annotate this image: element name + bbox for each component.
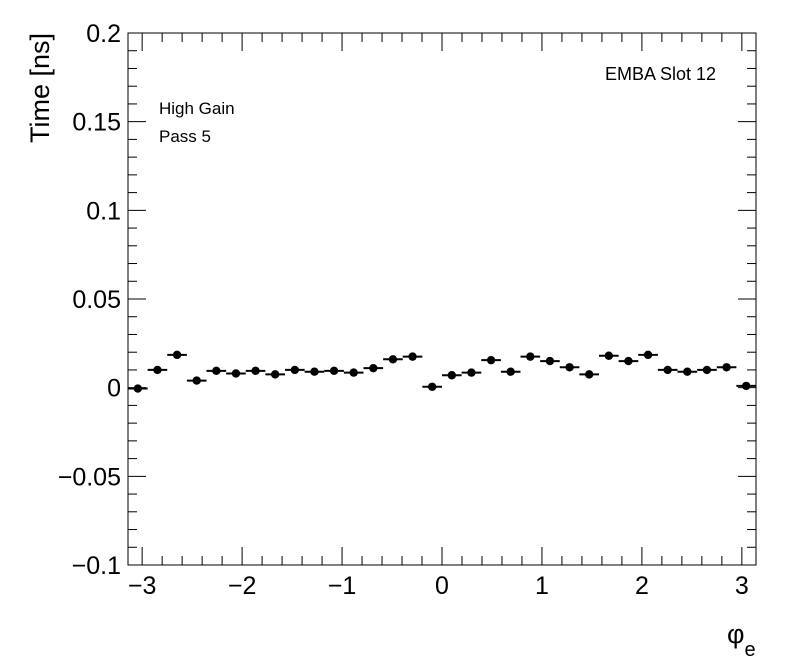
y-tick-label: 0.05	[72, 286, 121, 314]
data-point	[383, 355, 403, 364]
data-point	[618, 356, 639, 366]
data-point	[716, 363, 737, 372]
data-point-marker	[388, 355, 398, 364]
data-point-marker	[270, 370, 280, 379]
data-point-marker	[192, 376, 201, 385]
data-point-marker	[369, 363, 378, 373]
data-point-marker	[683, 367, 692, 376]
data-point-marker	[290, 365, 300, 375]
y-tick-label: −0.05	[58, 463, 121, 491]
data-point-marker	[310, 367, 319, 376]
x-tick-label: −1	[328, 572, 357, 600]
data-point-marker	[526, 352, 535, 361]
data-point	[500, 367, 521, 376]
data-point-marker	[467, 368, 476, 377]
data-point	[657, 365, 678, 375]
data-point-marker	[722, 363, 731, 372]
data-point-marker	[643, 350, 653, 360]
data-point-marker	[153, 365, 162, 375]
data-point-marker	[663, 365, 672, 375]
data-point	[540, 356, 560, 366]
data-point	[128, 384, 148, 393]
x-tick-label: 1	[535, 572, 549, 600]
data-point-marker	[447, 371, 457, 380]
data-point	[736, 381, 756, 391]
gain-annotation: High Gain	[159, 99, 235, 118]
data-point	[402, 352, 423, 361]
data-point	[520, 352, 541, 361]
data-point-marker	[565, 363, 574, 372]
data-point	[677, 367, 698, 376]
data-point-marker	[604, 351, 614, 360]
data-point	[559, 363, 580, 372]
x-axis-title: φe	[727, 619, 756, 661]
slot-annotation: EMBA Slot 12	[605, 64, 716, 84]
data-point	[579, 370, 599, 379]
data-point	[599, 351, 619, 360]
data-point	[147, 365, 168, 375]
data-point	[304, 367, 325, 376]
x-tick-label: 0	[435, 572, 449, 600]
data-point-marker	[741, 381, 751, 391]
data-point-marker	[427, 382, 437, 391]
data-points	[128, 350, 756, 393]
data-point-marker	[702, 365, 712, 375]
data-point-marker	[251, 366, 260, 376]
data-point	[186, 376, 207, 385]
pass-annotation: Pass 5	[159, 127, 211, 146]
data-point-marker	[545, 356, 555, 366]
x-axis-title-main: φ	[727, 619, 745, 649]
axis-tick-labels: −3 −2 −1 0 1 2 3 −0.1 −0.05 0 0.05 0.1 0.15 0.2	[58, 20, 749, 600]
data-point	[226, 369, 246, 378]
data-point	[245, 366, 266, 376]
data-point-marker	[329, 366, 339, 376]
data-point	[285, 365, 305, 375]
data-point	[481, 355, 501, 365]
data-point-marker	[231, 369, 241, 378]
data-point-marker	[486, 355, 496, 365]
y-axis-title: Time [ns]	[25, 33, 55, 143]
data-point	[363, 363, 384, 373]
x-tick-label: 3	[735, 572, 749, 600]
data-point	[638, 350, 658, 360]
y-tick-label: 0.2	[86, 20, 121, 48]
data-point-marker	[212, 366, 221, 376]
data-point-marker	[584, 370, 594, 379]
x-axis-title-subscript: e	[745, 639, 756, 661]
data-point	[422, 382, 442, 391]
data-point	[167, 350, 187, 360]
data-point	[206, 366, 227, 376]
data-point	[343, 368, 364, 377]
data-point-marker	[624, 356, 633, 366]
data-point-marker	[349, 368, 358, 377]
data-point	[697, 365, 717, 375]
data-point-marker	[506, 367, 515, 376]
y-tick-label: 0.15	[72, 109, 121, 137]
x-tick-label: −2	[228, 572, 257, 600]
x-tick-label: −3	[128, 572, 157, 600]
data-point	[442, 371, 462, 380]
data-point	[324, 366, 344, 376]
data-point-marker	[133, 384, 143, 393]
data-point-marker	[172, 350, 182, 360]
data-point	[265, 370, 285, 379]
axis-ticks	[128, 32, 756, 566]
y-tick-label: 0.1	[86, 197, 121, 225]
data-point-marker	[408, 352, 417, 361]
y-tick-label: 0	[107, 375, 121, 403]
data-point	[461, 368, 482, 377]
x-tick-label: 2	[635, 572, 649, 600]
y-tick-label: −0.1	[72, 552, 121, 580]
